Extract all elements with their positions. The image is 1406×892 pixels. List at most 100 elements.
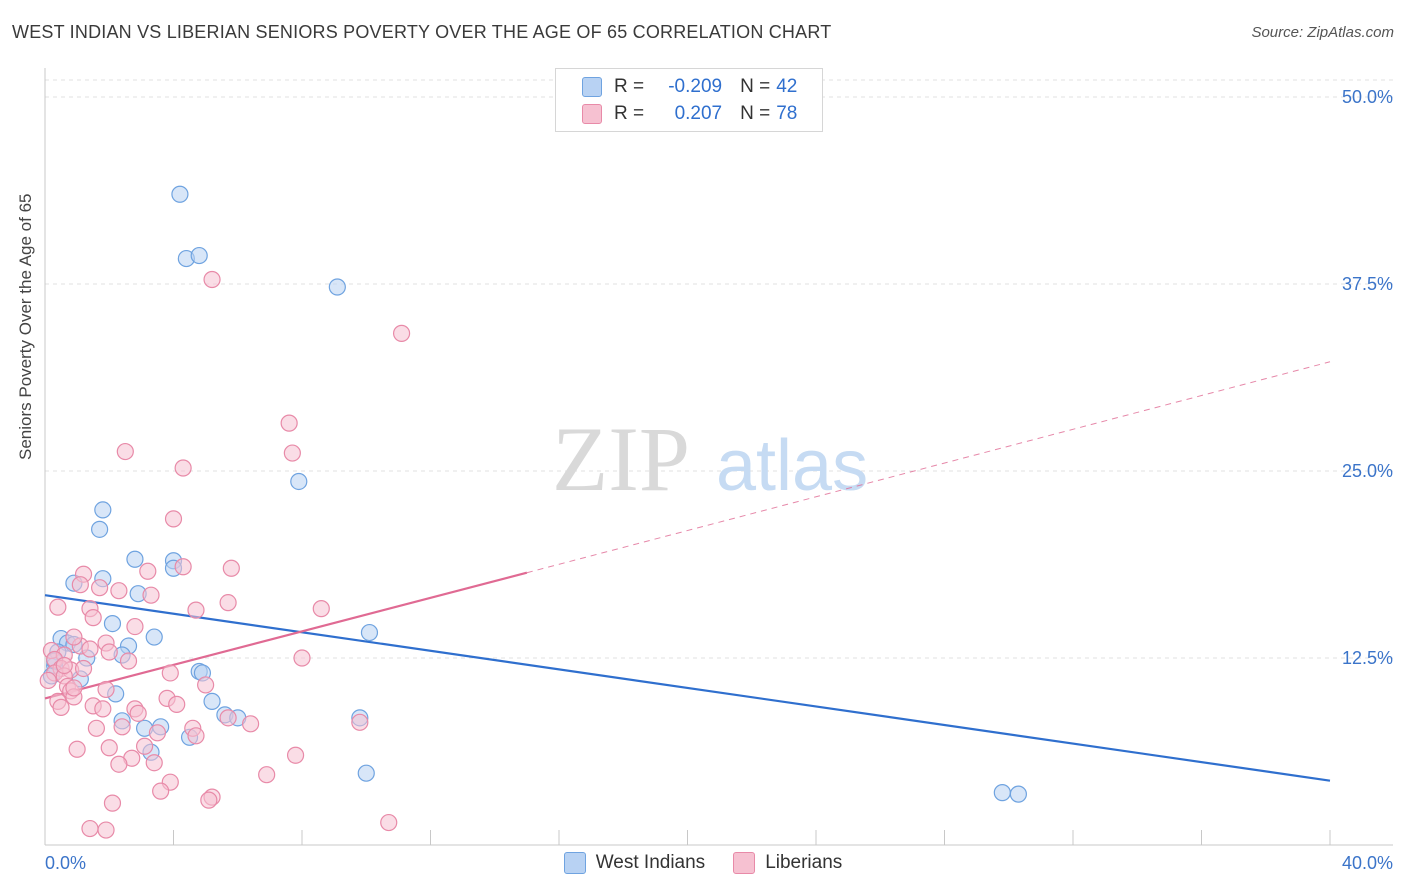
legend-r-label: R = <box>614 76 645 97</box>
point-liberians <box>39 671 57 690</box>
point-liberians <box>91 579 109 597</box>
chart-title: WEST INDIAN VS LIBERIAN SENIORS POVERTY … <box>12 22 832 42</box>
watermark-atlas: atlas <box>716 426 868 506</box>
point-liberians <box>222 559 240 577</box>
point-liberians <box>219 594 237 612</box>
point-west-indians <box>145 628 163 646</box>
point-liberians <box>126 617 144 636</box>
point-west-indians <box>360 623 379 642</box>
legend-label-west-indians: West Indians <box>595 852 706 873</box>
point-liberians <box>74 659 93 678</box>
point-liberians <box>49 598 67 616</box>
point-liberians <box>142 586 160 604</box>
point-liberians <box>87 719 106 737</box>
point-liberians <box>84 609 102 627</box>
point-liberians <box>203 270 221 289</box>
legend-n-label: N = <box>740 103 771 124</box>
legend-row-liberians: R = 0.207 N = 78 <box>582 102 797 126</box>
legend-item-liberians[interactable]: Liberians <box>733 852 842 874</box>
point-liberians <box>258 766 276 784</box>
legend-item-west-indians[interactable]: West Indians <box>563 852 706 874</box>
point-liberians <box>145 754 163 772</box>
point-liberians <box>187 727 205 745</box>
point-liberians <box>81 640 99 658</box>
point-liberians <box>152 782 170 800</box>
point-liberians <box>139 562 157 580</box>
point-west-indians <box>1009 785 1027 803</box>
y-axis-label: Seniors Poverty Over the Age of 65 <box>16 193 35 460</box>
point-liberians <box>81 819 99 838</box>
point-liberians <box>100 643 118 661</box>
legend-swatch-west-indians <box>563 852 586 874</box>
point-liberians <box>161 664 179 682</box>
point-liberians <box>280 414 298 432</box>
point-liberians <box>312 600 330 618</box>
legend-n-value: 42 <box>776 76 798 97</box>
legend-r-value: 0.207 <box>674 103 723 124</box>
x-tick-label: 40.0% <box>1342 853 1393 873</box>
y-tick-label: 25.0% <box>1342 461 1393 481</box>
point-west-indians <box>290 472 308 491</box>
point-liberians <box>380 813 398 832</box>
point-liberians <box>110 582 128 600</box>
trendline-west-indians <box>44 594 1331 782</box>
stats-legend: R = -0.209 N = 42 R = 0.207 N = 78 <box>555 68 823 132</box>
point-liberians <box>351 713 369 731</box>
point-liberians <box>168 695 186 713</box>
point-west-indians <box>993 784 1011 802</box>
point-liberians <box>392 324 411 342</box>
legend-row-west-indians: R = -0.209 N = 42 <box>582 75 797 99</box>
source-label: Source: ZipAtlas.com <box>1251 24 1394 41</box>
legend-r-value: -0.209 <box>668 76 723 97</box>
point-liberians <box>187 601 205 619</box>
point-liberians <box>219 709 237 727</box>
point-liberians <box>174 459 192 477</box>
point-west-indians <box>190 246 208 265</box>
point-liberians <box>97 821 115 839</box>
y-tick-label: 12.5% <box>1342 648 1393 668</box>
point-west-indians <box>357 764 375 782</box>
legend-swatch-west-indians <box>582 77 602 97</box>
point-liberians <box>119 652 138 670</box>
legend-label-liberians: Liberians <box>765 852 843 873</box>
point-liberians <box>55 656 73 675</box>
point-liberians <box>97 680 115 699</box>
watermark: ZIP atlas <box>552 408 868 510</box>
point-west-indians <box>171 185 189 203</box>
point-liberians <box>52 698 70 716</box>
point-liberians <box>200 791 218 809</box>
point-liberians <box>100 739 118 757</box>
point-west-indians <box>203 692 221 710</box>
series-legend: West Indians Liberians <box>0 852 1406 874</box>
point-liberians <box>71 576 89 594</box>
point-liberians <box>242 715 260 733</box>
point-liberians <box>103 794 122 812</box>
point-liberians <box>113 718 131 736</box>
point-west-indians <box>126 550 144 568</box>
legend-n-value: 78 <box>776 103 798 124</box>
y-tick-label: 37.5% <box>1342 274 1393 294</box>
point-west-indians <box>328 278 346 296</box>
legend-r-label: R = <box>614 103 645 124</box>
point-liberians <box>293 649 311 667</box>
point-liberians <box>110 755 128 773</box>
y-tick-label: 50.0% <box>1342 87 1393 107</box>
point-liberians <box>174 558 192 576</box>
legend-n-label: N = <box>740 76 771 97</box>
point-liberians <box>283 444 301 462</box>
point-west-indians <box>91 520 109 538</box>
watermark-zip: ZIP <box>552 408 690 510</box>
legend-swatch-liberians <box>733 852 756 874</box>
point-liberians <box>164 510 183 528</box>
point-liberians <box>135 737 154 755</box>
point-liberians <box>65 628 83 646</box>
point-liberians <box>129 704 147 722</box>
point-liberians <box>197 676 215 694</box>
point-liberians <box>68 740 86 758</box>
point-liberians <box>94 700 112 718</box>
trendline-liberians <box>44 571 528 700</box>
point-liberians <box>148 724 167 742</box>
point-west-indians <box>103 614 122 633</box>
point-liberians <box>286 746 305 764</box>
